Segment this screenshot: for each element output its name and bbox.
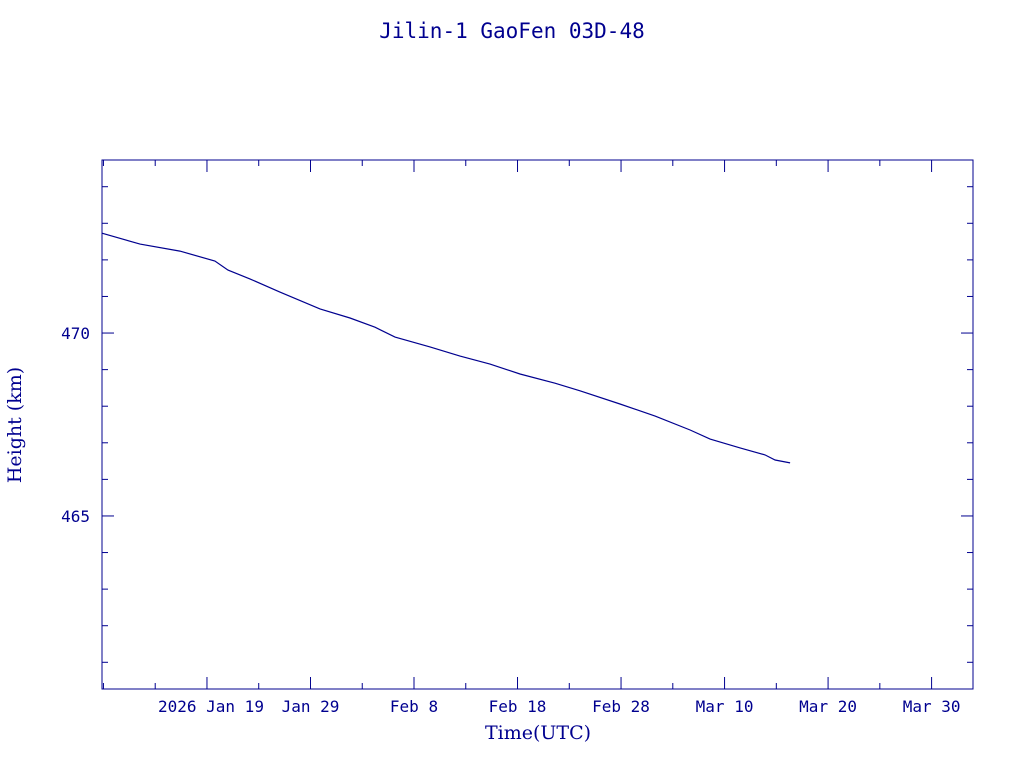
x-tick-label: Feb 28 bbox=[592, 697, 650, 716]
x-tick-label: Mar 10 bbox=[696, 697, 754, 716]
x-tick-label: Feb 18 bbox=[489, 697, 547, 716]
y-tick-label: 465 bbox=[61, 507, 90, 526]
x-tick-label: Feb 8 bbox=[390, 697, 438, 716]
x-tick-label: Mar 20 bbox=[799, 697, 857, 716]
x-axis-label: Time(UTC) bbox=[485, 722, 591, 744]
series-line-height bbox=[101, 232, 791, 464]
y-axis-label: Height (km) bbox=[4, 367, 26, 483]
y-tick-label: 470 bbox=[61, 324, 90, 343]
plot-frame bbox=[101, 159, 974, 690]
x-tick-label: Mar 30 bbox=[903, 697, 961, 716]
chart-title: Jilin-1 GaoFen 03D-48 bbox=[379, 19, 645, 43]
tick-labels: 2026 Jan 19 Jan 29 Feb 8 Feb 18 Feb 28 Mar 10… bbox=[61, 324, 960, 716]
x-tick-label: 2026 Jan 19 bbox=[158, 697, 264, 716]
x-tick-label: Jan 29 bbox=[282, 697, 340, 716]
axis-ticks bbox=[102, 160, 973, 689]
